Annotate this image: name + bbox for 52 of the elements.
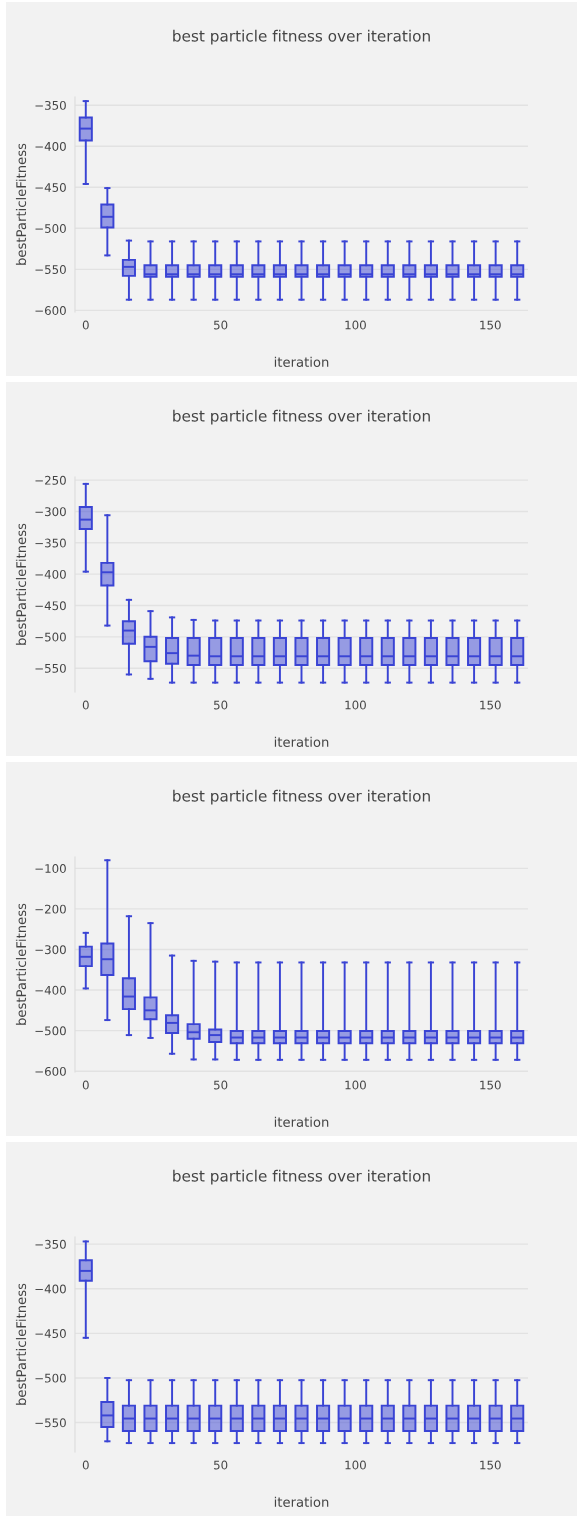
y-tick-label: −400 (35, 1284, 66, 1294)
y-tick-label: −350 (35, 100, 66, 110)
x-tick-label: 50 (214, 320, 228, 330)
y-tick-label: −400 (35, 141, 66, 151)
x-tick-label: 100 (345, 320, 366, 330)
y-tick-label: −400 (35, 569, 66, 579)
y-tick-label: −500 (35, 1373, 66, 1383)
x-axis-title: iteration (274, 736, 329, 747)
y-axis-title: bestParticleFitness (15, 523, 27, 645)
y-axis-title: bestParticleFitness (15, 903, 27, 1025)
y-tick-label: −450 (35, 1329, 66, 1338)
x-axis-title: iteration (274, 1496, 329, 1507)
y-tick-label: −500 (35, 224, 66, 233)
y-axis-title: bestParticleFitness (15, 1283, 27, 1405)
y-tick-label: −450 (35, 601, 66, 611)
y-tick-label: −250 (35, 475, 66, 485)
x-axis-title: iteration (274, 1116, 329, 1127)
y-tick-label: −400 (35, 985, 66, 995)
x-tick-label: 50 (214, 1080, 228, 1090)
y-tick-label: −350 (35, 1239, 66, 1249)
y-tick-label: −550 (35, 265, 66, 274)
y-tick-label: −500 (35, 632, 66, 642)
x-tick-label: 100 (345, 1080, 366, 1090)
x-tick-label: 0 (82, 700, 89, 710)
y-tick-label: −450 (35, 182, 66, 192)
x-tick-label: 0 (82, 1460, 89, 1470)
x-tick-label: 100 (345, 1460, 366, 1470)
x-tick-label: 100 (345, 700, 366, 710)
chart-title: best particle fitness over iteration (173, 29, 430, 45)
y-tick-label: −550 (35, 1418, 66, 1428)
x-tick-label: 150 (480, 320, 501, 330)
y-tick-label: −300 (35, 507, 66, 517)
x-tick-label: 150 (480, 700, 501, 710)
y-tick-label: −350 (35, 538, 66, 548)
y-tick-label: −600 (35, 1066, 66, 1076)
x-axis-title: iteration (274, 356, 329, 367)
y-tick-label: −300 (35, 945, 66, 955)
chart-title: best particle fitness over iteration (173, 409, 430, 425)
y-axis-title: bestParticleFitness (15, 143, 27, 265)
x-tick-label: 150 (480, 1080, 501, 1090)
x-tick-label: 50 (214, 1460, 228, 1470)
y-tick-label: −200 (35, 904, 66, 914)
x-tick-label: 0 (82, 1080, 89, 1090)
x-tick-label: 0 (82, 320, 89, 330)
chart-title: best particle fitness over iteration (173, 1169, 430, 1185)
chart-title: best particle fitness over iteration (173, 789, 430, 805)
x-tick-label: 150 (480, 1460, 501, 1470)
y-tick-label: −550 (35, 663, 66, 673)
y-tick-label: −600 (35, 306, 66, 316)
y-tick-label: −500 (35, 1026, 66, 1036)
y-tick-label: −100 (35, 864, 66, 874)
x-tick-label: 50 (214, 700, 228, 710)
